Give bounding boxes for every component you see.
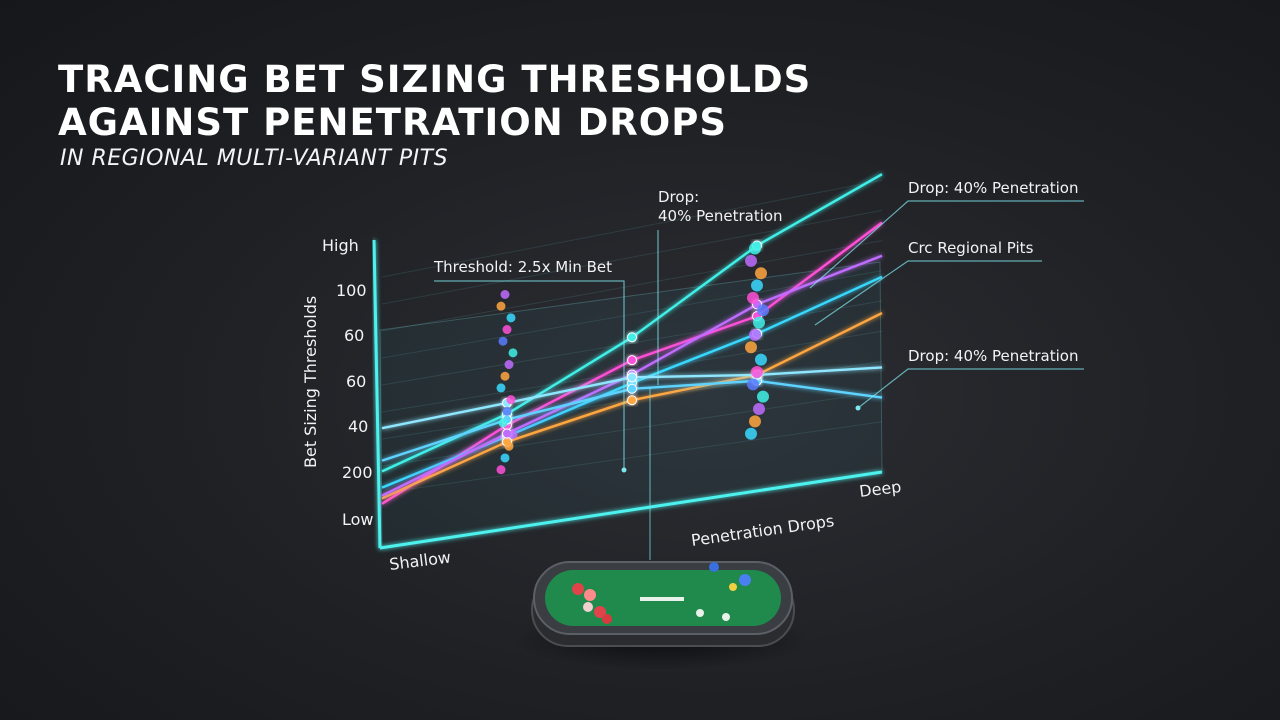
annotation-leader	[814, 260, 1042, 326]
x-tick-label-shallow: Shallow	[388, 548, 452, 574]
annotation-dot	[855, 405, 861, 411]
chip	[696, 609, 704, 617]
title-line-1: TRACING BET SIZING THRESHOLDS	[58, 58, 812, 101]
cluster-dot	[498, 418, 508, 428]
chip	[722, 613, 730, 621]
y-tick-label: 40	[348, 417, 368, 436]
table-center-line	[640, 597, 684, 601]
cluster-dot	[749, 328, 761, 341]
cluster-dot	[751, 279, 763, 292]
cluster-dot	[747, 291, 759, 304]
cluster-dot	[496, 301, 506, 311]
cluster-dot	[751, 365, 763, 378]
data-point	[627, 332, 637, 343]
chip	[584, 589, 596, 601]
y-tick-label: 60	[344, 326, 364, 345]
annotation-dot	[621, 467, 627, 473]
annotation-drop-bottom-label: Drop: 40% Penetration	[908, 347, 1078, 365]
page-title: TRACING BET SIZING THRESHOLDS AGAINST PE…	[58, 58, 811, 144]
y-tick-label: 100	[336, 281, 367, 300]
annotation-drop-center: Drop: 40% Penetration	[649, 188, 783, 560]
annotation-drop-top-right: Drop: 40% Penetration	[809, 179, 1084, 289]
y-axis-line	[372, 239, 382, 549]
page-subtitle: IN REGIONAL MULTI-VARIANT PITS	[60, 146, 449, 171]
annotation-drop-bottom-right: Drop: 40% Penetration	[855, 347, 1084, 411]
annotation-regional-pits: Crc Regional Pits	[814, 239, 1042, 326]
chip	[709, 562, 719, 572]
data-point	[627, 395, 637, 406]
title-line-2: AGAINST PENETRATION DROPS	[58, 101, 727, 144]
cluster-dot	[745, 254, 757, 267]
chip-stack-red	[572, 583, 612, 624]
y-axis-title: Bet Sizing Thresholds	[301, 296, 320, 468]
cluster-dot	[506, 313, 516, 323]
chip-stack-blue	[696, 562, 751, 621]
grid-line	[381, 209, 883, 305]
chip	[572, 583, 584, 595]
y-tick-label: Low	[342, 510, 374, 529]
poker-table-illustration	[512, 561, 812, 670]
annotation-leader	[809, 200, 1084, 289]
chip	[594, 606, 606, 618]
x-tick-label-deep: Deep	[858, 477, 902, 501]
chip	[583, 602, 593, 612]
grid-line	[381, 179, 883, 278]
cluster-dot	[745, 427, 757, 440]
clusters-layer	[496, 242, 769, 475]
annotation-leader	[434, 280, 625, 470]
data-point	[627, 372, 637, 383]
cluster-dot	[498, 336, 508, 346]
annotation-drop-label-line1: Drop:	[658, 188, 699, 206]
cluster-dot	[500, 290, 510, 299]
annotation-threshold-label: Threshold: 2.5x Min Bet	[433, 258, 612, 276]
cluster-dot	[747, 378, 759, 391]
chip	[602, 614, 612, 624]
grid-line	[381, 240, 883, 332]
cluster-dot	[500, 371, 510, 381]
data-point	[627, 355, 637, 366]
annotation-drop-top-label: Drop: 40% Penetration	[908, 179, 1078, 197]
cluster-dot	[753, 316, 765, 329]
x-axis-title: Penetration Drops	[690, 511, 835, 550]
grid-line	[381, 421, 883, 494]
annotation-leader	[857, 368, 1084, 409]
cluster-dot	[506, 395, 516, 405]
cluster-dot	[496, 383, 506, 393]
cluster-dot	[500, 453, 510, 463]
cluster-dot	[757, 390, 769, 403]
cluster-dot	[496, 465, 506, 475]
x-axis-line	[379, 470, 883, 550]
y-tick-label: 60	[346, 372, 366, 391]
cluster-dot	[504, 441, 514, 451]
data-point	[627, 383, 637, 394]
cluster-dot	[757, 304, 769, 317]
cluster-dot	[755, 353, 767, 366]
annotation-threshold: Threshold: 2.5x Min Bet	[433, 258, 627, 473]
y-tick-label: High	[322, 236, 359, 255]
chip	[729, 583, 737, 591]
y-tick-label: 200	[342, 463, 373, 482]
cluster-dot	[508, 430, 518, 440]
cluster-dot	[504, 360, 514, 370]
cluster-dot	[753, 403, 765, 416]
cluster-dot	[755, 267, 767, 280]
cluster-dot	[749, 242, 761, 255]
chip	[739, 574, 751, 586]
cluster-dot	[502, 325, 512, 335]
cluster-dot	[749, 415, 761, 428]
cluster-dot	[745, 341, 757, 354]
annotation-regional-label: Crc Regional Pits	[908, 239, 1034, 257]
cluster-dot	[502, 406, 512, 416]
cluster-dot	[508, 348, 518, 358]
annotation-drop-label-line2: 40% Penetration	[658, 207, 783, 225]
